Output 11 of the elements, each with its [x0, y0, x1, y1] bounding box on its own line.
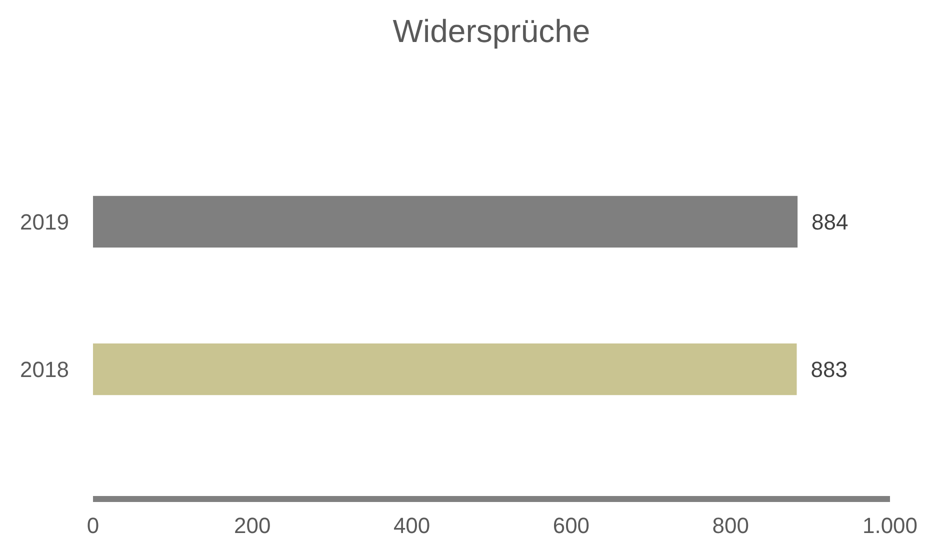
x-tick-label: 800: [712, 513, 749, 538]
data-label: 883: [810, 356, 848, 382]
x-tick-label: 0: [86, 513, 100, 538]
data-label: 884: [812, 209, 848, 234]
x-tick-label: 1.000: [862, 513, 918, 538]
x-tick-label: 600: [552, 513, 590, 538]
chart-title: Widersprüche: [392, 13, 590, 49]
x-tick-label: 400: [393, 513, 430, 538]
y-tick-label: 2018: [20, 356, 69, 382]
y-tick-label: 2019: [20, 209, 69, 234]
x-tick-label: 200: [234, 513, 271, 538]
